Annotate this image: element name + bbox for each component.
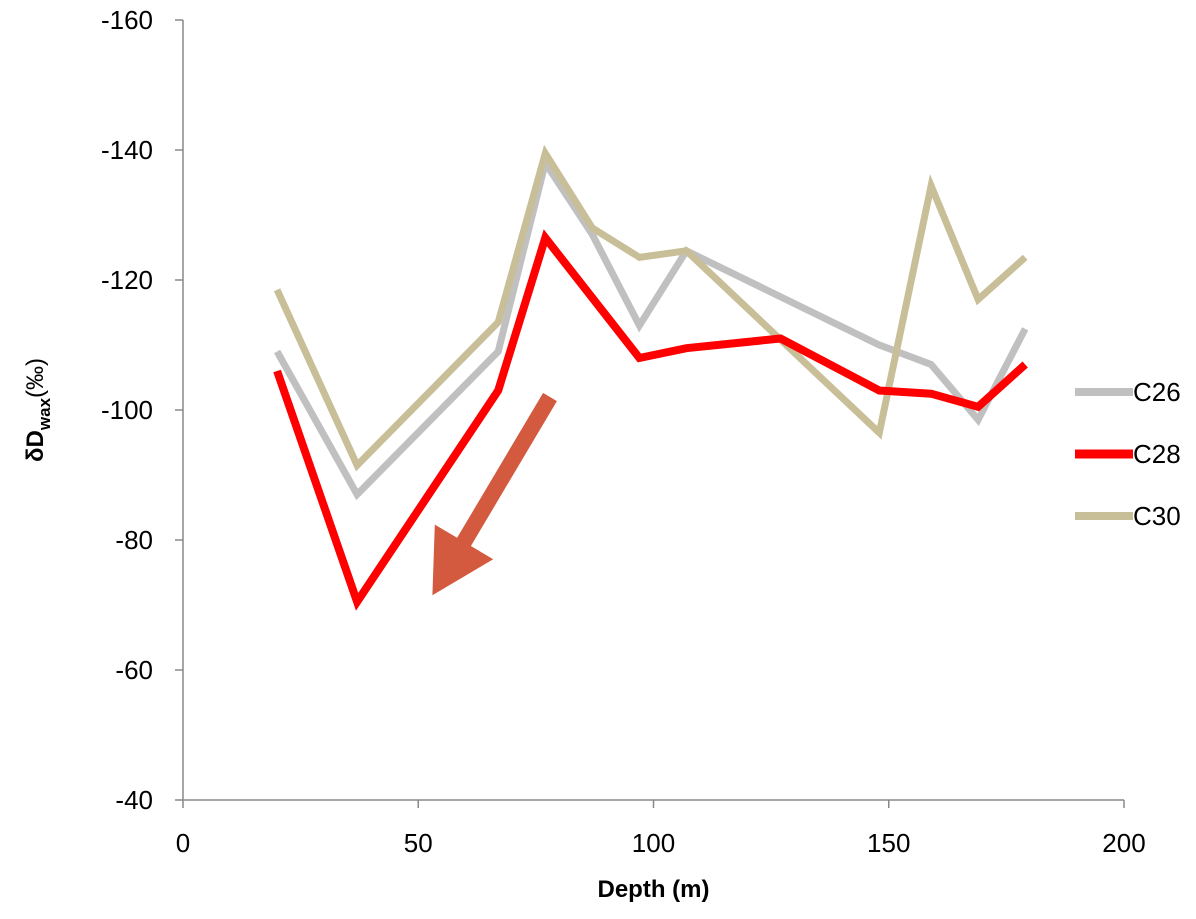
x-axis-title: Depth (m) bbox=[598, 876, 710, 903]
legend-label-c30: C30 bbox=[1133, 501, 1181, 531]
y-tick-label: -40 bbox=[115, 785, 153, 815]
x-tick-label: 0 bbox=[176, 828, 190, 858]
y-tick-label: -120 bbox=[101, 265, 153, 295]
y-axis-title-main: δD bbox=[22, 430, 49, 462]
y-tick-label: -140 bbox=[101, 135, 153, 165]
y-tick-label: -160 bbox=[101, 5, 153, 35]
y-axis-title-subscript: wax bbox=[35, 397, 54, 431]
x-tick-label: 150 bbox=[867, 828, 910, 858]
y-axis-title-unit: (‰) bbox=[22, 358, 49, 398]
y-tick-label: -100 bbox=[101, 395, 153, 425]
series-line-c30 bbox=[273, 144, 1028, 472]
series-line-c26 bbox=[274, 154, 1029, 501]
series-line-c28 bbox=[273, 229, 1028, 611]
trend-arrow bbox=[432, 392, 557, 596]
x-tick-label: 100 bbox=[632, 828, 675, 858]
x-tick-label: 200 bbox=[1102, 828, 1145, 858]
axes: -40 -60 -80 -100 -120 -140 -160 0 50 100 150 200 Dep… bbox=[22, 5, 1146, 903]
legend: C26 C28 C30 bbox=[1075, 377, 1181, 531]
y-tick-label: -60 bbox=[115, 655, 153, 685]
legend-label-c26: C26 bbox=[1133, 377, 1181, 407]
legend-label-c28: C28 bbox=[1133, 439, 1181, 469]
y-axis-title: δDwax(‰) bbox=[22, 358, 54, 462]
x-tick-label: 50 bbox=[404, 828, 433, 858]
y-tick-label: -80 bbox=[115, 525, 153, 555]
series-lines bbox=[273, 144, 1029, 611]
annotations bbox=[432, 392, 557, 596]
